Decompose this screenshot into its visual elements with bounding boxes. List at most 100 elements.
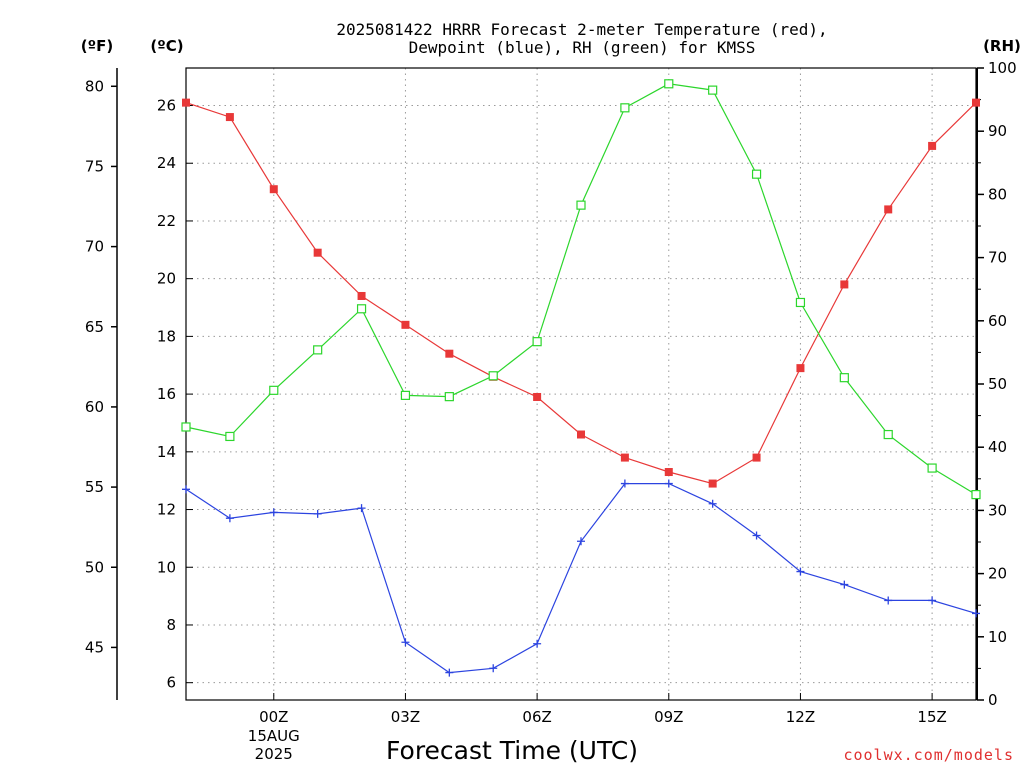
temperature-point — [269, 185, 278, 194]
celsius-tick-label: 20 — [157, 270, 176, 288]
temperature-point — [225, 113, 234, 122]
rh-point — [883, 429, 893, 440]
temperature-point — [928, 141, 937, 150]
rh-point — [708, 85, 718, 95]
celsius-axis-unit: (ºC) — [150, 37, 183, 55]
grid-lines — [186, 68, 976, 700]
rh-tick-label: 90 — [988, 122, 1007, 140]
dewpoint-point — [620, 479, 629, 488]
temperature-point — [664, 468, 673, 477]
temperature-point — [445, 349, 454, 358]
rh-point — [839, 373, 849, 383]
temperature-point — [796, 364, 805, 373]
rh-tick-label: 80 — [988, 185, 1007, 203]
temperature-point — [533, 392, 542, 401]
rh-tick-label: 30 — [988, 501, 1007, 519]
celsius-tick-label: 18 — [157, 327, 176, 345]
temperature-point — [357, 291, 366, 300]
x-tick-label: 03Z — [391, 708, 420, 726]
x-tick-label: 12Z — [786, 708, 815, 726]
temperature-point — [620, 453, 629, 462]
dewpoint-point — [577, 537, 585, 546]
rh-point — [400, 390, 411, 400]
rh-point — [664, 79, 674, 89]
dewpoint-point — [928, 596, 937, 605]
rh-point — [751, 169, 762, 179]
fahrenheit-tick-label: 70 — [85, 238, 104, 256]
temperature-point — [577, 430, 585, 439]
fahrenheit-tick-label: 55 — [85, 478, 104, 496]
x-tick-label: 09Z — [654, 708, 683, 726]
temperature-point — [884, 205, 893, 214]
rh-axis-unit: (RH) — [983, 37, 1021, 55]
temperature-point — [972, 98, 980, 107]
dewpoint-point — [357, 504, 366, 513]
x-tick-label: 06Z — [522, 708, 551, 726]
rh-point — [444, 392, 454, 402]
dewpoint-point — [840, 580, 849, 589]
rh-tick-label: 60 — [988, 312, 1007, 330]
dewpoint-point — [225, 514, 234, 523]
dewpoint-point — [533, 639, 542, 648]
dewpoint-point — [182, 485, 190, 494]
dewpoint-point — [972, 609, 980, 618]
fahrenheit-tick-label: 45 — [85, 638, 104, 656]
data-series — [181, 79, 981, 677]
rh-tick-label: 70 — [988, 249, 1007, 267]
rh-tick-label: 40 — [988, 438, 1007, 456]
fahrenheit-tick-label: 60 — [85, 398, 104, 416]
dewpoint-point — [752, 531, 761, 540]
temperature-point — [401, 320, 410, 329]
x-tick-date-label: 2025 — [255, 745, 293, 763]
rh-point — [313, 345, 323, 355]
chart-title-line-1: 2025081422 HRRR Forecast 2-meter Tempera… — [336, 20, 827, 39]
dewpoint-point — [708, 499, 717, 508]
rh-tick-label: 50 — [988, 375, 1007, 393]
rh-tick-label: 10 — [988, 628, 1007, 646]
celsius-tick-label: 12 — [157, 501, 176, 519]
source-credit: coolwx.com/models — [843, 746, 1014, 764]
fahrenheit-axis-unit: (ºF) — [81, 37, 113, 55]
fahrenheit-tick-label: 50 — [85, 558, 104, 576]
fahrenheit-tick-label: 75 — [85, 157, 104, 175]
celsius-tick-label: 24 — [157, 154, 176, 172]
celsius-tick-label: 10 — [157, 558, 176, 576]
dewpoint-point — [796, 567, 805, 576]
celsius-tick-label: 26 — [157, 97, 176, 115]
rh-tick-label: 0 — [988, 691, 998, 709]
rh-point — [225, 431, 235, 442]
rh-point — [620, 103, 630, 113]
rh-point — [488, 371, 498, 381]
celsius-tick-label: 22 — [157, 212, 176, 230]
temperature-point — [182, 98, 190, 107]
rh-tick-label: 100 — [988, 59, 1017, 77]
rh-tick-label: 20 — [988, 565, 1007, 583]
fahrenheit-tick-label: 65 — [85, 318, 104, 336]
x-tick-date-label: 15AUG — [248, 727, 300, 745]
rh-point — [927, 463, 937, 473]
temperature-point — [840, 280, 849, 289]
chart-title-line-2: Dewpoint (blue), RH (green) for KMSS — [409, 38, 756, 57]
x-tick-label: 00Z — [259, 708, 288, 726]
fahrenheit-tick-label: 80 — [85, 77, 104, 95]
temperature-series-line — [185, 102, 977, 485]
temperature-point — [313, 248, 322, 257]
rh-point — [356, 304, 367, 314]
celsius-tick-label: 6 — [166, 674, 176, 692]
rh-point — [532, 337, 542, 347]
rh-point — [795, 297, 806, 308]
x-tick-label: 15Z — [917, 708, 946, 726]
dewpoint-point — [401, 638, 410, 647]
axis-ticks: 2624222018161412108680757065605550451009… — [85, 59, 1017, 763]
rh-point — [269, 385, 279, 395]
celsius-tick-label: 16 — [157, 385, 176, 403]
celsius-tick-label: 14 — [157, 443, 176, 461]
temperature-point — [752, 453, 761, 462]
dewpoint-point — [664, 479, 673, 488]
rh-point — [576, 200, 586, 210]
dewpoint-point — [269, 508, 278, 517]
dewpoint-point — [489, 664, 498, 673]
temperature-point — [708, 479, 717, 488]
dewpoint-point — [884, 596, 893, 605]
rh-point — [181, 422, 191, 432]
